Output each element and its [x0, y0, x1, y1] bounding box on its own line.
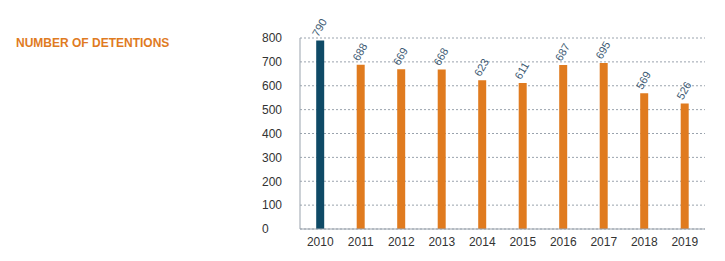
svg-text:688: 688	[350, 41, 370, 63]
svg-text:500: 500	[262, 103, 282, 117]
svg-text:600: 600	[262, 79, 282, 93]
svg-text:2013: 2013	[428, 235, 455, 249]
svg-text:790: 790	[310, 16, 330, 38]
svg-text:700: 700	[262, 55, 282, 69]
svg-text:526: 526	[674, 80, 694, 102]
svg-text:0: 0	[262, 222, 269, 236]
svg-text:2018: 2018	[631, 235, 658, 249]
svg-text:2014: 2014	[469, 235, 496, 249]
svg-text:2010: 2010	[307, 235, 334, 249]
svg-text:2019: 2019	[671, 235, 698, 249]
svg-text:623: 623	[472, 56, 492, 78]
svg-text:100: 100	[262, 198, 282, 212]
svg-text:611: 611	[512, 60, 531, 81]
svg-text:695: 695	[593, 39, 613, 61]
svg-text:2017: 2017	[590, 235, 617, 249]
svg-text:669: 669	[391, 45, 411, 67]
svg-text:400: 400	[262, 127, 282, 141]
svg-text:2012: 2012	[388, 235, 415, 249]
svg-text:200: 200	[262, 175, 282, 189]
svg-text:2016: 2016	[550, 235, 577, 249]
html-text:NUMBER OF DETENTIONS: NUMBER OF DETENTIONS	[16, 36, 170, 50]
svg-text:569: 569	[634, 69, 654, 91]
svg-text:300: 300	[262, 151, 282, 165]
svg-text:2011: 2011	[348, 235, 374, 249]
svg-text:800: 800	[262, 31, 282, 45]
svg-text:687: 687	[553, 41, 573, 63]
svg-text:2015: 2015	[509, 235, 536, 249]
svg-text:668: 668	[431, 46, 451, 68]
